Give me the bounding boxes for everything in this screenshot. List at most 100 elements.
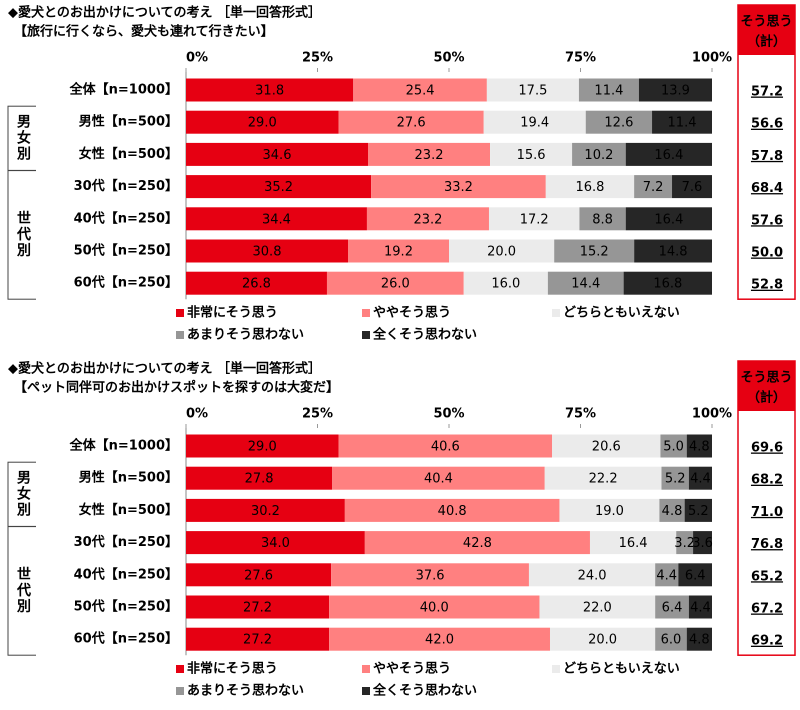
value-label: 16.4 [654, 148, 683, 163]
bar-segment [371, 175, 546, 199]
value-label: 19.4 [520, 116, 549, 131]
bar-segment [589, 531, 677, 555]
bar-segment [655, 563, 679, 587]
bar-segment [554, 239, 635, 263]
bar-segment [186, 466, 333, 490]
bar-segment [678, 563, 712, 587]
bar-segment [364, 531, 590, 555]
bar-segment [684, 498, 712, 522]
bar-segment [544, 466, 662, 490]
value-label: 13.9 [661, 84, 690, 99]
summary-value: 67.2 [751, 602, 783, 617]
legend-label: ややそう思う [373, 662, 451, 677]
value-label: 5.2 [688, 504, 709, 519]
value-label: 14.4 [571, 277, 600, 292]
legend-label: 全くそう思わない [372, 683, 477, 699]
bar-segment [186, 207, 367, 231]
summary-value: 65.2 [751, 569, 783, 584]
legend-label: あまりそう思わない [187, 328, 304, 343]
value-label: 22.0 [583, 601, 612, 616]
bar-segment [625, 142, 712, 166]
bar-segment [528, 563, 656, 587]
bar-segment [634, 175, 673, 199]
value-label: 4.8 [689, 633, 710, 648]
bar-segment [659, 498, 685, 522]
value-label: 40.4 [424, 472, 453, 487]
summary-value: 57.8 [751, 149, 783, 164]
value-label: 23.2 [413, 212, 442, 227]
category-label: 50代【n=250】 [74, 243, 178, 259]
summary-value: 71.0 [751, 505, 783, 520]
value-label: 22.2 [589, 472, 618, 487]
bar-segment [348, 239, 449, 263]
bar-segment [693, 531, 712, 555]
value-label: 10.2 [584, 148, 613, 163]
category-label: 全体【n=1000】 [69, 82, 178, 98]
bar-segment [549, 627, 656, 651]
value-label: 37.6 [416, 568, 445, 583]
bar-segment [486, 78, 579, 102]
summary-value: 50.0 [751, 246, 783, 261]
legend-label: 全くそう思わない [372, 327, 477, 343]
value-label: 20.6 [592, 440, 621, 455]
value-label: 25.4 [406, 84, 435, 99]
value-label: 42.8 [463, 536, 492, 551]
bar-segment [661, 466, 689, 490]
category-label: 50代【n=250】 [74, 599, 178, 615]
x-tick-label: 50% [433, 407, 464, 422]
value-label: 40.0 [420, 601, 449, 616]
category-label: 女性【n=500】 [79, 146, 178, 162]
value-label: 19.0 [595, 504, 624, 519]
value-label: 27.2 [243, 633, 272, 648]
category-label: 60代【n=250】 [74, 275, 178, 291]
chart-title: ◆愛犬とのお出かけについての考え ［単一回答形式］ [8, 361, 321, 377]
x-tick-label: 75% [565, 407, 596, 422]
category-label: 女性【n=500】 [79, 502, 178, 518]
bar-segment [186, 498, 345, 522]
value-label: 26.8 [242, 277, 271, 292]
legend-swatch [552, 309, 560, 317]
value-label: 31.8 [255, 84, 284, 99]
value-label: 16.0 [491, 277, 520, 292]
value-label: 4.4 [656, 568, 677, 583]
value-label: 27.6 [244, 568, 273, 583]
value-label: 3.2 [674, 536, 695, 551]
bar-segment [186, 434, 339, 458]
x-tick-label: 50% [433, 51, 464, 66]
value-label: 4.8 [662, 504, 683, 519]
legend-swatch [176, 331, 184, 339]
category-label: 30代【n=250】 [74, 534, 178, 550]
value-label: 15.6 [517, 148, 546, 163]
bar-segment [186, 239, 349, 263]
legend-swatch [176, 687, 184, 695]
bar-segment [490, 142, 573, 166]
bar-segment [186, 142, 368, 166]
chart-subtitle: 【ペット同伴可のお出かけスポットを探すのは大変だ】 [14, 380, 339, 396]
x-tick-label: 100% [692, 407, 732, 422]
value-label: 11.4 [594, 84, 623, 99]
value-label: 6.4 [662, 601, 683, 616]
bar-segment [463, 271, 548, 295]
value-label: 15.2 [580, 245, 609, 260]
bar-segment [332, 466, 545, 490]
x-tick-label: 0% [186, 51, 208, 66]
value-label: 16.8 [653, 277, 682, 292]
bar-segment [672, 175, 712, 199]
bar-segment [186, 175, 372, 199]
group-cover [36, 461, 40, 528]
group-label: 世代別 [15, 210, 32, 259]
value-label: 8.8 [592, 212, 613, 227]
bar-segment [676, 531, 694, 555]
bar-segment [655, 595, 689, 619]
bar-segment [585, 110, 653, 134]
summary-title: そう思う [740, 15, 792, 30]
value-label: 4.8 [689, 440, 710, 455]
value-label: 6.4 [685, 568, 706, 583]
summary-header [738, 5, 795, 55]
bar-segment [186, 531, 365, 555]
category-label: 60代【n=250】 [74, 631, 178, 647]
x-tick-label: 0% [186, 407, 208, 422]
legend-swatch [176, 309, 184, 317]
bar-segment [186, 627, 330, 651]
